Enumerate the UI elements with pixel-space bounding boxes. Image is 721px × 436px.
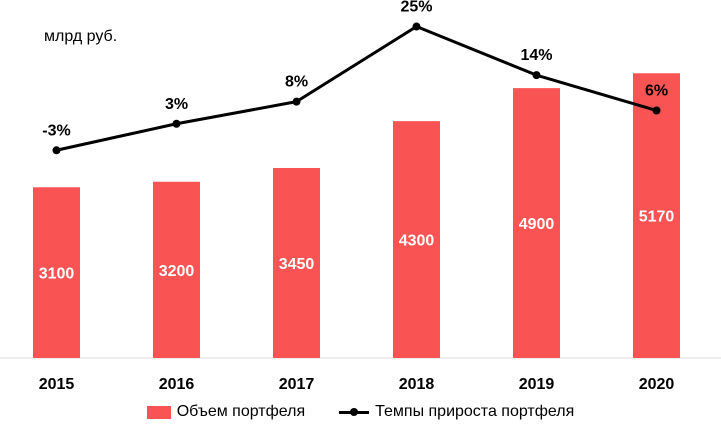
x-tick-2016: 2016 bbox=[159, 376, 195, 393]
x-tick-2019: 2019 bbox=[519, 376, 555, 393]
legend-bar-label: Объем портфеля bbox=[176, 403, 306, 420]
line-point-2020 bbox=[652, 106, 661, 115]
bar-label-2020: 5170 bbox=[639, 209, 675, 226]
line-point-2019 bbox=[532, 71, 541, 80]
line-label-2017: 8% bbox=[285, 74, 308, 91]
x-tick-2020: 2020 bbox=[639, 376, 675, 393]
bar-2016 bbox=[153, 181, 200, 358]
bar-label-2015: 3100 bbox=[39, 266, 75, 283]
bar-2020 bbox=[633, 73, 680, 358]
legend-line-label: Темпы прироста портфеля bbox=[375, 403, 575, 420]
legend: Объем портфеля Темпы прироста портфеля bbox=[0, 400, 721, 424]
legend-item-bar: Объем портфеля bbox=[146, 403, 306, 421]
line-point-2016 bbox=[172, 119, 181, 128]
line-path bbox=[56, 25, 657, 152]
line-point-2015 bbox=[52, 146, 61, 155]
bar-value-labels: 3100 3200 3450 4300 4900 5170 bbox=[39, 209, 675, 283]
line-label-2018: 25% bbox=[400, 0, 432, 16]
bar-label-2016: 3200 bbox=[159, 263, 195, 280]
bar-label-2019: 4900 bbox=[519, 216, 555, 233]
bar-series bbox=[33, 73, 680, 359]
bar-2019 bbox=[513, 88, 560, 358]
line-point-2017 bbox=[292, 97, 301, 106]
line-series bbox=[52, 22, 661, 155]
bar-label-2018: 4300 bbox=[399, 233, 435, 250]
line-value-labels: -3% 3% 8% 25% 14% 6% bbox=[42, 0, 668, 139]
line-label-2020: 6% bbox=[645, 82, 668, 99]
bar-label-2017: 3450 bbox=[279, 256, 315, 273]
legend-line-swatch bbox=[339, 405, 370, 419]
unit-label: млрд руб. bbox=[44, 28, 118, 45]
x-tick-2015: 2015 bbox=[39, 376, 75, 393]
line-point-2018 bbox=[412, 22, 421, 31]
legend-line-marker bbox=[350, 408, 359, 416]
legend-bar-swatch bbox=[146, 405, 171, 419]
bar-2015 bbox=[33, 187, 80, 358]
x-tick-2018: 2018 bbox=[399, 376, 435, 393]
x-tick-2017: 2017 bbox=[279, 376, 315, 393]
x-axis-tick-labels: 2015 2016 2017 2018 2019 2020 bbox=[39, 376, 675, 393]
legend-item-line: Темпы прироста портфеля bbox=[339, 403, 574, 421]
line-label-2015: -3% bbox=[42, 122, 70, 139]
line-label-2016: 3% bbox=[165, 96, 188, 113]
line-label-2019: 14% bbox=[520, 47, 552, 64]
bar-2018 bbox=[393, 121, 440, 359]
bar-2017 bbox=[273, 167, 320, 358]
